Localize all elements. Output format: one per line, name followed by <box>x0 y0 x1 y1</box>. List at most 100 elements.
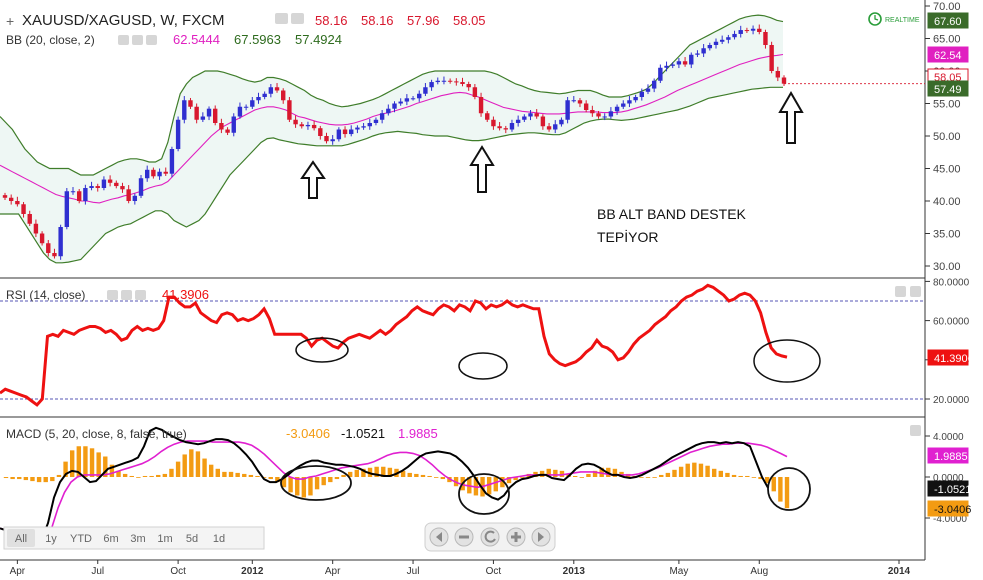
zoom-in-button[interactable] <box>506 527 526 547</box>
macd-histogram-bar <box>189 449 194 477</box>
range-button-1y[interactable]: 1y <box>40 529 62 547</box>
macd-histogram-bar <box>36 477 42 483</box>
x-axis: Apr Jul Oct 2012 Apr Jul Oct 2013 May Aug 2014 <box>10 560 911 577</box>
candle-body <box>95 186 100 188</box>
badge-macd-hist: -3.0406 <box>934 504 971 516</box>
rsi-label: RSI (14, close) <box>6 288 85 302</box>
rsi-circle-3 <box>753 339 821 383</box>
bb-close-icon[interactable] <box>146 35 157 45</box>
macd-histogram-bar <box>559 470 565 477</box>
range-button-6m[interactable]: 6m <box>100 529 122 547</box>
macd-histogram-bar <box>228 471 234 477</box>
macd-histogram-bar <box>89 448 95 477</box>
macd-histogram-bar <box>248 474 254 477</box>
rsi-close-icon[interactable] <box>135 290 146 300</box>
x-tick-label: Apr <box>10 566 26 577</box>
macd-histogram-bar <box>334 477 340 480</box>
close-icon[interactable] <box>291 13 304 24</box>
chart-frame <box>0 0 926 561</box>
macd-histogram-bar <box>434 477 439 478</box>
rsi-panel-down-icon[interactable] <box>910 286 921 297</box>
range-button-ytd[interactable]: YTD <box>67 529 95 547</box>
candle-body <box>243 106 249 108</box>
price-y-tick-label: 55.00 <box>933 99 961 111</box>
candle-body <box>719 39 725 42</box>
macd-histogram-bar <box>281 477 287 488</box>
symbol-plus-icon[interactable]: + <box>6 13 14 29</box>
zoom-out-button[interactable] <box>454 527 474 547</box>
realtime-indicator: REALTIME <box>868 12 920 26</box>
clock-icon <box>868 12 882 26</box>
up-arrow-icon <box>778 91 804 144</box>
macd-histogram-bar <box>202 458 207 477</box>
candle-body <box>466 84 471 88</box>
reset-button[interactable] <box>480 527 500 547</box>
rsi-panel-up-icon[interactable] <box>895 286 906 297</box>
macd-histogram-bar <box>255 475 260 477</box>
candle-body <box>447 80 453 82</box>
candle-body <box>546 126 552 130</box>
range-button-bg <box>7 529 35 547</box>
candle-body <box>324 136 329 142</box>
macd-histogram-bar <box>764 477 770 484</box>
candle-body <box>664 65 669 68</box>
macd-histogram-bar <box>208 464 214 477</box>
scroll-right-button[interactable] <box>531 527 551 547</box>
range-button-5d[interactable]: 5d <box>181 529 203 547</box>
candle-body <box>491 119 496 127</box>
rsi-eye-icon[interactable] <box>107 290 118 300</box>
candle-body <box>429 82 434 88</box>
candle-body <box>713 41 719 45</box>
macd-histogram-bar <box>500 477 505 488</box>
candle-body <box>435 80 440 83</box>
price-y-tick-label: 70.00 <box>933 1 961 13</box>
macd-histogram-bar <box>23 477 29 481</box>
macd-histogram-bar <box>374 466 379 477</box>
candle-body <box>132 195 138 201</box>
candle-body <box>120 186 125 190</box>
macd-histogram-bar <box>407 472 412 477</box>
candle-body <box>355 127 360 130</box>
candle-body <box>342 129 348 135</box>
macd-panel-up-icon[interactable] <box>910 425 921 436</box>
macd-histogram-bar <box>162 473 168 477</box>
settings-icon[interactable] <box>275 13 288 24</box>
range-button-all[interactable]: All <box>7 529 35 547</box>
macd-histogram-bar <box>301 477 307 498</box>
range-button-bg <box>181 529 203 547</box>
candle-body <box>52 253 57 257</box>
macd-histogram-bar <box>347 471 353 477</box>
scroll-left-button[interactable] <box>429 527 449 547</box>
candle-body <box>596 113 601 117</box>
macd-y-tick-label: 4.0000 <box>933 432 964 443</box>
bb-settings-icon[interactable] <box>132 35 143 45</box>
candle-body <box>70 191 76 193</box>
candle-body <box>689 54 694 65</box>
candle-body <box>410 98 416 100</box>
candle-body <box>262 93 267 97</box>
badge-box <box>927 480 969 497</box>
badge-box <box>927 447 969 464</box>
candle-body <box>682 61 688 65</box>
candle-body <box>169 149 175 174</box>
range-button-3m[interactable]: 3m <box>127 529 149 547</box>
candle-body <box>83 188 88 201</box>
x-tick-label: 2014 <box>888 566 911 577</box>
range-button-label: 1d <box>213 533 225 545</box>
price-y-tick-label: 50.00 <box>933 131 961 143</box>
macd-histogram-bar <box>725 472 730 477</box>
bb-eye-icon[interactable] <box>118 35 129 45</box>
range-button-1d[interactable]: 1d <box>208 529 230 547</box>
candle-body <box>299 124 304 127</box>
rsi-settings-icon[interactable] <box>121 290 132 300</box>
price-badges: 67.6062.5458.0557.4941.39061.9885-1.0521… <box>927 12 974 517</box>
annotation-arrows <box>300 91 804 199</box>
macd-histogram-bar <box>420 474 426 477</box>
macd-histogram-bar <box>308 477 313 496</box>
candle-body <box>361 126 366 128</box>
macd-histogram-bar <box>414 473 419 477</box>
candle-body <box>565 100 570 120</box>
range-button-1m[interactable]: 1m <box>154 529 176 547</box>
x-tick-label: 2013 <box>563 566 586 577</box>
